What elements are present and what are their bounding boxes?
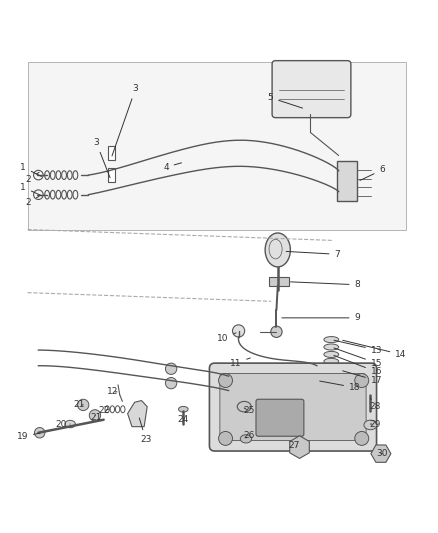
Polygon shape bbox=[290, 436, 309, 458]
Ellipse shape bbox=[265, 233, 290, 267]
Ellipse shape bbox=[364, 420, 377, 430]
Polygon shape bbox=[127, 400, 147, 426]
Text: 8: 8 bbox=[290, 280, 360, 289]
Text: 1: 1 bbox=[20, 183, 42, 196]
Text: 4: 4 bbox=[163, 163, 181, 172]
Text: 6: 6 bbox=[360, 165, 385, 181]
Text: 15: 15 bbox=[334, 348, 382, 368]
FancyBboxPatch shape bbox=[209, 363, 377, 451]
Text: 9: 9 bbox=[282, 313, 360, 322]
Ellipse shape bbox=[324, 351, 339, 358]
Polygon shape bbox=[371, 445, 391, 462]
Ellipse shape bbox=[324, 344, 339, 350]
Text: 27: 27 bbox=[288, 441, 300, 450]
FancyBboxPatch shape bbox=[280, 372, 334, 383]
Circle shape bbox=[271, 326, 282, 337]
Circle shape bbox=[78, 399, 89, 410]
Circle shape bbox=[166, 377, 177, 389]
FancyBboxPatch shape bbox=[28, 62, 406, 230]
Text: 5: 5 bbox=[268, 93, 303, 108]
Text: 28: 28 bbox=[369, 398, 381, 411]
Ellipse shape bbox=[324, 336, 339, 343]
Ellipse shape bbox=[335, 367, 345, 373]
Ellipse shape bbox=[240, 435, 252, 443]
Ellipse shape bbox=[65, 421, 75, 428]
FancyBboxPatch shape bbox=[272, 61, 351, 118]
Text: 24: 24 bbox=[178, 413, 189, 424]
FancyBboxPatch shape bbox=[268, 277, 289, 286]
Text: 12: 12 bbox=[107, 387, 118, 397]
Text: 22: 22 bbox=[98, 407, 110, 416]
Circle shape bbox=[219, 374, 233, 387]
Ellipse shape bbox=[179, 407, 188, 412]
Text: 3: 3 bbox=[112, 84, 138, 156]
FancyBboxPatch shape bbox=[336, 161, 357, 201]
Text: 17: 17 bbox=[343, 371, 382, 385]
Circle shape bbox=[233, 325, 245, 337]
Text: 29: 29 bbox=[369, 419, 381, 429]
Text: 21: 21 bbox=[91, 414, 102, 423]
Text: 19: 19 bbox=[17, 432, 40, 441]
Text: 14: 14 bbox=[343, 340, 406, 359]
Text: 2: 2 bbox=[25, 172, 39, 184]
Text: 30: 30 bbox=[376, 449, 388, 458]
FancyBboxPatch shape bbox=[256, 399, 304, 436]
Bar bbox=[108, 168, 115, 182]
Ellipse shape bbox=[365, 391, 376, 397]
Circle shape bbox=[166, 363, 177, 375]
Ellipse shape bbox=[324, 358, 339, 365]
Text: 2: 2 bbox=[25, 197, 39, 207]
Circle shape bbox=[89, 410, 101, 421]
FancyBboxPatch shape bbox=[220, 374, 366, 441]
Text: 21: 21 bbox=[73, 400, 85, 409]
Text: 11: 11 bbox=[230, 358, 251, 368]
Ellipse shape bbox=[237, 401, 251, 412]
Text: 25: 25 bbox=[243, 407, 254, 416]
Text: 26: 26 bbox=[243, 431, 254, 440]
Text: 20: 20 bbox=[56, 419, 70, 429]
Circle shape bbox=[35, 427, 45, 438]
Text: 16: 16 bbox=[334, 356, 382, 376]
Circle shape bbox=[355, 431, 369, 446]
Text: 3: 3 bbox=[93, 138, 110, 177]
Text: 7: 7 bbox=[286, 250, 340, 259]
Bar bbox=[108, 146, 115, 160]
Text: 13: 13 bbox=[334, 340, 382, 354]
Circle shape bbox=[355, 374, 369, 387]
Circle shape bbox=[219, 431, 233, 446]
Text: 10: 10 bbox=[217, 333, 236, 343]
Text: 18: 18 bbox=[320, 381, 360, 392]
Text: 23: 23 bbox=[139, 418, 152, 444]
Text: 1: 1 bbox=[20, 163, 42, 176]
